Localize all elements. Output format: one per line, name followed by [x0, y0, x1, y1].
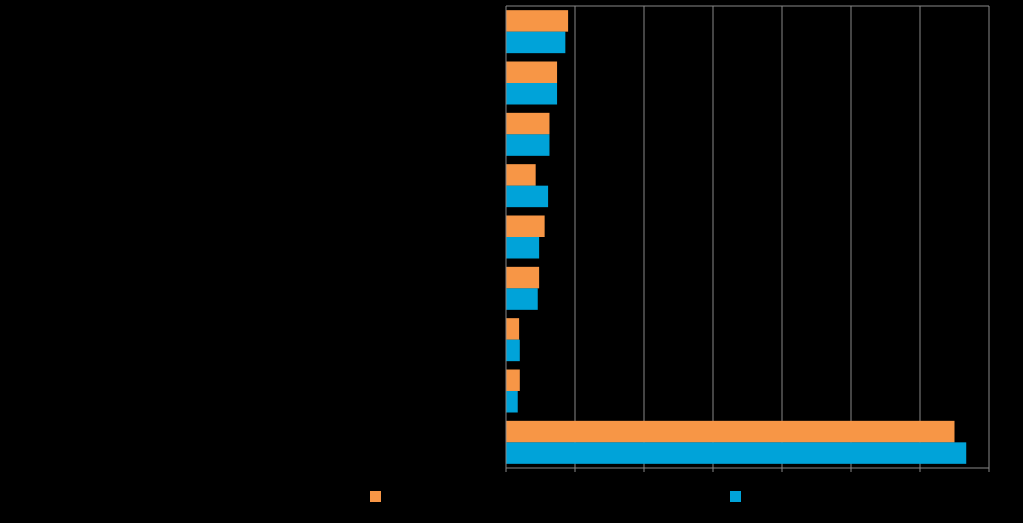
- legend: [370, 491, 741, 502]
- gridlines: [506, 5, 990, 468]
- bar-series1-category3: [506, 112, 550, 135]
- bar-series1-category9: [506, 420, 955, 443]
- bar-series2-category6: [506, 288, 538, 310]
- bar-series1-category5: [506, 215, 545, 237]
- bar-series1-category8: [506, 369, 520, 391]
- bar-series2-category8: [506, 391, 518, 413]
- bar-series1-category6: [506, 266, 540, 289]
- bar-series1-category2: [506, 61, 558, 83]
- bar-series2-category2: [506, 83, 558, 105]
- bar-series2-category4: [506, 185, 549, 208]
- bar-series1-category4: [506, 164, 536, 186]
- bar-series2-category7: [506, 339, 520, 362]
- bar-series1-category1: [506, 10, 569, 32]
- bar-series2-category9: [506, 442, 967, 464]
- bars: [505, 6, 990, 472]
- bar-series2-category1: [506, 31, 566, 54]
- bar-series1-category7: [506, 318, 520, 340]
- bar-series2-category3: [506, 134, 550, 156]
- bar-series2-category5: [506, 237, 540, 259]
- legend-swatch-series1: [370, 491, 381, 502]
- legend-swatch-series2: [730, 491, 741, 502]
